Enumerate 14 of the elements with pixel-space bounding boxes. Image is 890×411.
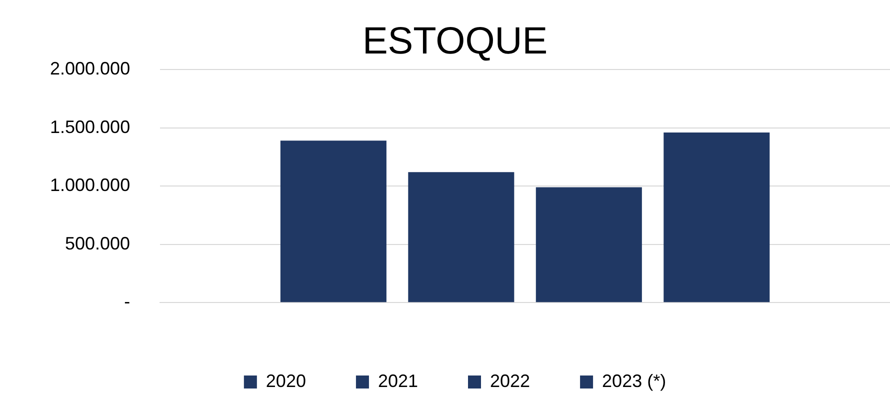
bar xyxy=(664,132,770,302)
y-tick-label: - xyxy=(124,292,130,312)
y-tick-label: 1.000.000 xyxy=(50,175,130,196)
y-tick-label: 2.000.000 xyxy=(50,58,130,79)
y-tick-label: 1.500.000 xyxy=(50,116,130,137)
legend-label: 2022 xyxy=(490,370,530,391)
chart-title: ESTOQUE xyxy=(362,20,548,62)
legend-label: 2021 xyxy=(378,370,418,391)
bar xyxy=(280,140,386,302)
y-tick-label: 500.000 xyxy=(65,233,130,254)
legend-label: 2023 (*) xyxy=(602,370,666,391)
bar xyxy=(408,172,514,302)
legend-label: 2020 xyxy=(266,370,306,391)
bar xyxy=(536,187,642,302)
